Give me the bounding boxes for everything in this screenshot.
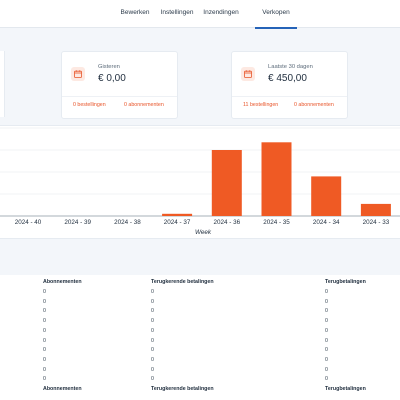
table-cell: 0 [151, 298, 154, 305]
table-cell: 0 [325, 337, 328, 344]
table-cell: 0 [151, 337, 154, 344]
column-header-refunds: Terugbetalingen [325, 279, 366, 285]
footer-header-subscriptions: Abonnementen [43, 386, 82, 392]
card-label: Gisteren [98, 64, 120, 70]
column-header-subscriptions: Abonnementen [43, 279, 82, 285]
table-cell: 0 [325, 376, 328, 383]
table-cell: 0 [43, 366, 46, 373]
footer-header-refunds: Terugbetalingen [325, 386, 366, 392]
table-cell: 0 [325, 289, 328, 295]
sales-chart: 2024 - 40 2024 - 39 2024 - 38 2024 - 37 2024… [0, 125, 400, 239]
tab-bewerken[interactable]: Bewerken [120, 9, 150, 16]
table-cell: 0 [151, 347, 154, 354]
table-cell: 0 [325, 347, 328, 354]
table-cell: 0 [43, 318, 46, 325]
tab-instellingen[interactable]: Instellingen [160, 9, 194, 16]
card-divider [232, 96, 347, 97]
bar-chart: 2024 - 40 2024 - 39 2024 - 38 2024 - 37 2024… [0, 127, 400, 236]
chart-bar[interactable] [162, 213, 193, 216]
tab-bar: Bewerken Instellingen Inzendingen Verkop… [0, 0, 400, 29]
table-cell: 0 [43, 356, 46, 363]
orders-link[interactable]: 0 bestellingen [73, 102, 106, 108]
calendar-icon [71, 67, 85, 81]
card-divider [62, 96, 177, 97]
table-cell: 0 [151, 289, 154, 295]
stat-card-yesterday: Gisteren € 0,00 0 bestellingen 0 abonnem… [61, 51, 178, 119]
x-tick-label: 2024 - 37 [164, 219, 191, 226]
column-header-recurring-payments: Terugkerende betalingen [151, 279, 214, 285]
tab-inzendingen[interactable]: Inzendingen [203, 9, 239, 16]
x-tick-label: 2024 - 39 [64, 219, 91, 226]
calendar-icon [241, 67, 255, 81]
table-cell: 0 [151, 366, 154, 373]
table-cell: 0 [151, 327, 154, 334]
x-tick-label: 2024 - 34 [313, 219, 340, 226]
card-label: Laatste 30 dagen [268, 64, 313, 70]
chart-bar[interactable] [261, 142, 292, 216]
orders-link[interactable]: 11 bestellingen [243, 102, 279, 108]
card-amount: € 450,00 [268, 73, 307, 84]
sales-table: Abonnementen Terugkerende betalingen Ter… [0, 275, 400, 400]
x-tick-label: 2024 - 36 [213, 219, 240, 226]
table-cell: 0 [325, 327, 328, 334]
x-tick-label: 2024 - 40 [15, 219, 42, 226]
table-cell: 0 [43, 347, 46, 354]
chart-bar[interactable] [211, 150, 242, 216]
table-cell: 0 [325, 308, 328, 315]
stat-card-partial [0, 51, 5, 117]
table-cell: 0 [325, 366, 328, 373]
table-cell: 0 [43, 337, 46, 344]
table-cell: 0 [325, 318, 328, 325]
table-cell: 0 [151, 318, 154, 325]
table-cell: 0 [325, 298, 328, 305]
chart-bar[interactable] [360, 203, 391, 216]
table-cell: 0 [43, 298, 46, 305]
chart-bar[interactable] [311, 176, 342, 216]
table-cell: 0 [325, 356, 328, 363]
tab-verkopen[interactable]: Verkopen [255, 0, 297, 29]
x-tick-label: 2024 - 38 [114, 219, 141, 226]
stat-card-last-30-days: Laatste 30 dagen € 450,00 11 bestellinge… [231, 51, 348, 119]
x-tick-label: 2024 - 33 [363, 219, 390, 226]
footer-header-recurring-payments: Terugkerende betalingen [151, 386, 214, 392]
x-tick-label: 2024 - 35 [263, 219, 290, 226]
table-cell: 0 [43, 289, 46, 295]
table-cell: 0 [151, 308, 154, 315]
subscriptions-link[interactable]: 0 abonnementen [124, 102, 164, 108]
table-cell: 0 [43, 308, 46, 315]
x-axis-title: Week [195, 229, 212, 236]
table-cell: 0 [151, 376, 154, 383]
card-amount: € 0,00 [98, 73, 126, 84]
table-cell: 0 [43, 327, 46, 334]
table-cell: 0 [151, 356, 154, 363]
subscriptions-link[interactable]: 0 abonnementen [294, 102, 334, 108]
table-cell: 0 [43, 376, 46, 383]
